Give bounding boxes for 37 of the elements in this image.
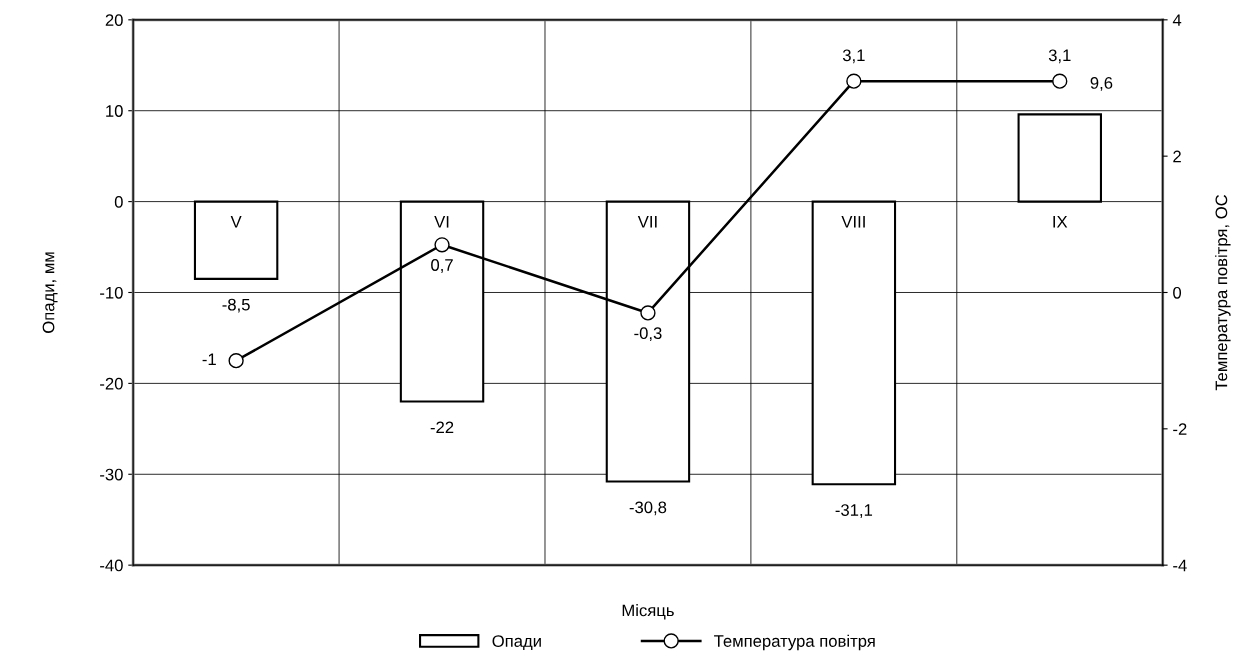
data-label: -31,1	[835, 504, 873, 518]
y-tick-label: 20	[105, 14, 123, 27]
point	[1052, 73, 1068, 89]
data-label: -0,3	[634, 327, 662, 342]
data-label: 3,1	[842, 49, 865, 64]
y-tick-label: -30	[100, 468, 123, 481]
y2-tick-label: -4	[1173, 559, 1187, 572]
y2-tick-label: 4	[1172, 14, 1182, 26]
legend-label: Опади	[492, 635, 541, 651]
y2-axis-title: Температура повітря, ОС	[1215, 194, 1231, 391]
data-label: -22	[430, 421, 454, 434]
point	[640, 305, 656, 321]
x-axis-title: Місяць	[622, 604, 674, 620]
y-tick-label: -10	[100, 286, 123, 299]
point	[434, 237, 450, 253]
data-label: -30,8	[629, 501, 667, 516]
x-tick-label: VII	[637, 216, 657, 228]
data-label: 9,6	[1090, 77, 1113, 91]
legend-label: Температура повітря	[714, 634, 875, 651]
y2-tick-label: -2	[1173, 423, 1187, 435]
y-axis-title: Опади, мм	[42, 252, 58, 333]
y2-tick-label: 0	[1173, 286, 1182, 299]
y-tick-label: -20	[100, 377, 123, 390]
x-tick-label: IX	[1053, 216, 1068, 228]
x-tick-label: VIII	[841, 216, 865, 228]
x-tick-label: V	[230, 216, 242, 228]
data-label: 3,1	[1048, 49, 1071, 64]
y-tick-label: 10	[106, 105, 123, 117]
x-tick-label: VI	[434, 216, 449, 228]
y2-tick-label: 2	[1173, 150, 1181, 163]
y-tick-label: -40	[100, 559, 123, 572]
data-label: -1	[202, 353, 216, 365]
data-label: -8,5	[222, 298, 250, 313]
point	[228, 353, 244, 369]
y-tick-label: 0	[114, 196, 123, 208]
point	[846, 73, 862, 89]
data-label: 0,7	[431, 259, 453, 273]
